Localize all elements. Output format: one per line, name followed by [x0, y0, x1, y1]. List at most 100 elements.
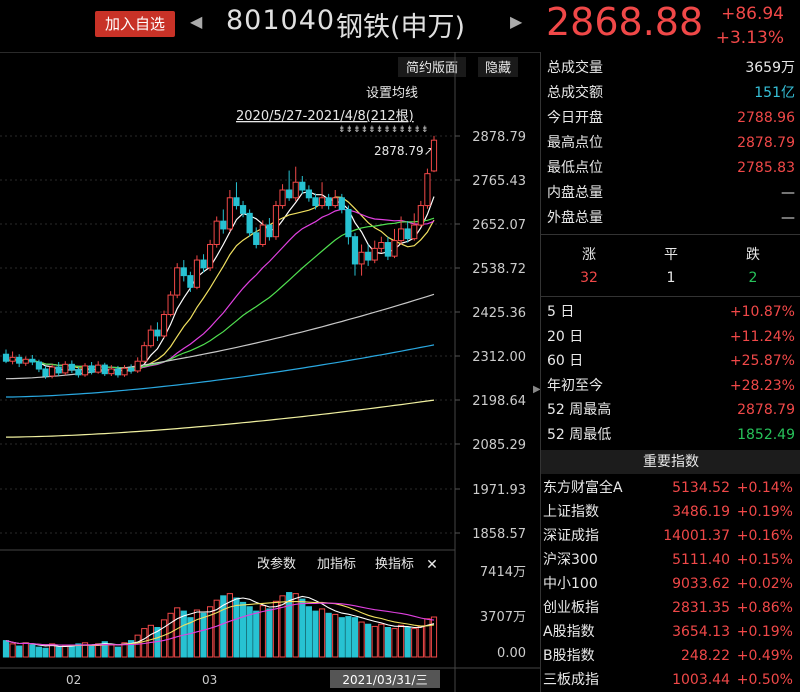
stat-label: 总成交额: [547, 85, 603, 101]
volume-bar: [358, 621, 365, 658]
stat-label: 总成交量: [547, 60, 603, 76]
candle-body: [226, 197, 233, 230]
index-change: +0.50%: [736, 672, 793, 688]
volume-bar: [22, 642, 29, 658]
candle-body: [318, 197, 326, 207]
candle-body: [239, 205, 247, 214]
candle-body: [325, 197, 332, 207]
candle-body: [404, 228, 411, 240]
index-name: A股指数: [543, 624, 595, 640]
period-label: 年初至今: [547, 377, 603, 394]
index-value: 5134.52: [672, 480, 730, 496]
add-indicator-button[interactable]: 加指标: [317, 557, 356, 572]
volume-bar: [345, 616, 352, 658]
arrows-marker: ⇟⇟⇟⇟⇟⇟⇟⇟⇟⇟⇟⇟: [338, 125, 429, 135]
stat-row: 最低点位 2785.83: [547, 156, 795, 180]
price-axis: 2878.79 2765.43 2652.07 2538.72 2425.36 2312.…: [472, 130, 526, 542]
candle-body: [384, 242, 392, 257]
index-name: B股指数: [543, 648, 595, 664]
stat-value: 2878.79: [737, 135, 795, 151]
chart-grid: [0, 52, 460, 692]
index-row[interactable]: 沪深300 5111.40 +0.15%: [543, 548, 797, 572]
volume-bar: [128, 640, 135, 658]
index-value: 2831.35: [672, 600, 730, 616]
hide-button[interactable]: 隐藏: [485, 61, 511, 76]
volume-bar: [62, 645, 69, 658]
candle-body: [305, 189, 312, 199]
index-row[interactable]: 深证成指 14001.37 +0.16%: [543, 524, 797, 548]
close-icon[interactable]: ✕: [426, 557, 438, 573]
volume-bar: [259, 605, 266, 658]
x-label-mar: 03: [202, 673, 217, 687]
candle-body: [207, 243, 214, 269]
candle-body: [378, 242, 385, 249]
index-change: +0.19%: [736, 504, 793, 520]
index-change: +0.49%: [736, 648, 793, 664]
index-value: 248.22: [681, 648, 730, 664]
volume-bar: [404, 627, 411, 658]
candle-body: [213, 220, 220, 245]
simple-layout-button[interactable]: 简约版面: [406, 60, 458, 76]
switch-indicator-button[interactable]: 换指标: [375, 557, 414, 572]
volume-bar: [246, 606, 253, 658]
ma-settings-button[interactable]: 设置均线: [366, 86, 418, 101]
volume-bar: [167, 612, 174, 658]
period-label: 5 日: [547, 304, 575, 320]
candle-body: [108, 368, 115, 375]
index-row[interactable]: B股指数 248.22 +0.49%: [543, 644, 797, 668]
period-value: +10.87%: [729, 304, 795, 320]
volume-tick-label: 0.00: [497, 646, 526, 661]
prev-security-arrow-icon[interactable]: ◀: [190, 12, 203, 31]
candle-body: [35, 361, 43, 370]
volume-bars: [2, 592, 438, 658]
candle-body: [397, 228, 405, 242]
volume-bar: [220, 595, 227, 658]
simple-layout-button-bg[interactable]: [398, 57, 466, 77]
index-value: 3486.19: [672, 504, 730, 520]
stat-label: 最低点位: [547, 160, 603, 176]
candle-body: [48, 366, 56, 377]
stat-label: 最高点位: [547, 135, 603, 151]
x-label-feb: 02: [66, 673, 81, 687]
volume-bar: [134, 634, 141, 658]
index-name: 中小100: [543, 576, 598, 592]
kline-chart[interactable]: 简约版面 隐藏 设置均线 2020/5/27-2021/4/8(212根) ⇟⇟…: [0, 52, 540, 692]
candle-body: [187, 275, 194, 288]
price-tick-label: 2652.07: [472, 218, 526, 233]
candle-body: [430, 139, 438, 172]
candle-body: [62, 363, 69, 374]
candle-body: [68, 363, 75, 371]
volume-bar: [332, 613, 339, 658]
change-params-button[interactable]: 改参数: [257, 556, 296, 572]
last-price: 2868.88: [546, 0, 704, 44]
candlesticks: [2, 135, 438, 379]
index-change: +0.16%: [736, 528, 793, 544]
index-row[interactable]: A股指数 3654.13 +0.19%: [543, 620, 797, 644]
date-range-label[interactable]: 2020/5/27-2021/4/8(212根): [236, 109, 414, 124]
volume-bar: [68, 644, 75, 658]
candle-body: [332, 197, 339, 207]
price-tick-label: 2085.29: [472, 438, 526, 453]
up-count: 32: [580, 270, 598, 286]
index-row[interactable]: 三板成指 1003.44 +0.50%: [543, 668, 797, 692]
index-row[interactable]: 上证指数 3486.19 +0.19%: [543, 500, 797, 524]
volume-bar: [338, 617, 345, 658]
volume-bar: [391, 628, 398, 658]
index-name: 三板成指: [543, 672, 599, 688]
price-tick-label: 2198.64: [472, 394, 526, 409]
volume-bar: [200, 612, 207, 658]
next-security-arrow-icon[interactable]: ▶: [510, 12, 523, 31]
index-value: 3654.13: [672, 624, 730, 640]
volume-bar: [430, 616, 438, 658]
hide-button-bg[interactable]: [478, 57, 518, 77]
index-row[interactable]: 东方财富全A 5134.52 +0.14%: [543, 476, 797, 500]
important-index-title: 重要指数: [541, 450, 800, 474]
index-row[interactable]: 创业板指 2831.35 +0.86%: [543, 596, 797, 620]
index-row[interactable]: 中小100 9033.62 +0.02%: [543, 572, 797, 596]
add-to-watchlist-button[interactable]: 加入自选: [95, 11, 175, 37]
volume-bar: [378, 623, 385, 658]
ma30-line: [5, 217, 435, 369]
security-name: 钢铁(申万): [336, 12, 466, 43]
expand-panel-icon[interactable]: ▶: [533, 384, 540, 395]
index-value: 14001.37: [663, 528, 730, 544]
